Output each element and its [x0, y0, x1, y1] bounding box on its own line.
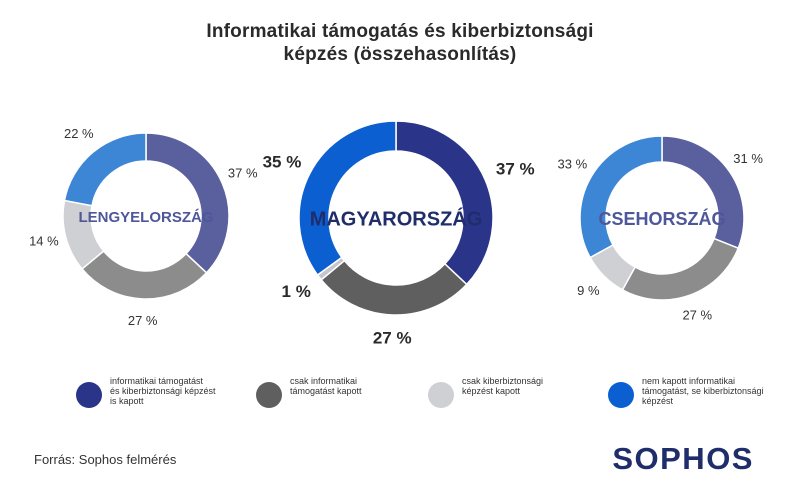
- magyar-slice-3: [298, 120, 397, 277]
- lengyel-slice-label-1: 27 %: [128, 313, 158, 328]
- lengyel-slice-label-2: 14 %: [29, 234, 59, 249]
- chart-title-line-2: képzés (összehasonlítás): [283, 44, 517, 65]
- sophos-logo: SOPHOS: [612, 441, 754, 476]
- magyar-slice-label-1: 27 %: [373, 329, 412, 348]
- cseh-slice-label-3: 33 %: [558, 156, 588, 171]
- cseh-slice-label-2: 9 %: [577, 283, 600, 298]
- legend-label-both: informatikai támogatást és kiberbiztonsá…: [110, 376, 216, 406]
- legend-label-it-only: csak informatikai támogatást kapott: [290, 376, 362, 396]
- legend-item-it-only: csak informatikai támogatást kapott: [256, 376, 430, 408]
- cseh-country-label: CSEHORSZÁG: [598, 208, 725, 229]
- cseh-slice-3: [579, 135, 663, 259]
- magyar-slice-label-0: 37 %: [496, 159, 535, 178]
- legend-swatch-none: [608, 382, 634, 408]
- legend-label-security-only: csak kiberbiztonsági képzést kapott: [462, 376, 544, 396]
- lengyel-slice-1: [80, 250, 208, 300]
- legend: informatikai támogatást és kiberbiztonsá…: [0, 376, 800, 426]
- lengyel-country-label: LENGYELORSZÁG: [78, 209, 213, 226]
- donut-charts: 37 % 27 % 14 % 22 % LENGYELORSZÁG 37 % 27 % 1 %…: [29, 120, 763, 348]
- legend-swatch-both: [76, 382, 102, 408]
- magyar-slice-label-3: 35 %: [263, 152, 302, 171]
- lengyel-slice-3: [63, 132, 147, 207]
- legend-swatch-security-only: [428, 382, 454, 408]
- lengyel-slice-label-3: 22 %: [64, 126, 94, 141]
- magyar-slice-label-2: 1 %: [282, 282, 311, 301]
- cseh-slice-1: [621, 237, 740, 301]
- cseh-slice-0: [661, 135, 745, 250]
- legend-item-security-only: csak kiberbiztonsági képzést kapott: [428, 376, 602, 408]
- cseh-slice-label-1: 27 %: [682, 307, 712, 322]
- legend-item-both: informatikai támogatást és kiberbiztonsá…: [76, 376, 250, 408]
- magyar-country-label: MAGYARORSZÁG: [310, 207, 483, 230]
- legend-label-none: nem kapott informatikai támogatást, se k…: [642, 376, 764, 406]
- cseh-slice-label-0: 31 %: [733, 151, 763, 166]
- lengyel-slice-0: [145, 132, 230, 274]
- legend-item-none: nem kapott informatikai támogatást, se k…: [608, 376, 782, 408]
- source-note: Forrás: Sophos felmérés: [34, 452, 177, 467]
- chart-title-line-1: Informatikai támogatás és kiberbiztonság…: [206, 21, 594, 42]
- magyar-slice-1: [320, 259, 468, 316]
- lengyel-slice-label-0: 37 %: [228, 166, 258, 181]
- magyar-slice-0: [395, 120, 494, 286]
- chart-title: Informatikai támogatás és kiberbiztonság…: [0, 20, 800, 66]
- legend-swatch-it-only: [256, 382, 282, 408]
